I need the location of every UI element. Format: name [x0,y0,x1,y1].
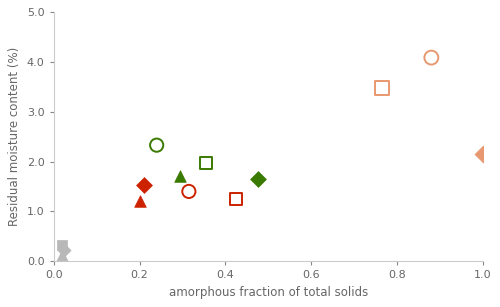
Point [428,55,436,60]
Point [232,196,240,201]
X-axis label: amorphous fraction of total solids: amorphous fraction of total solids [168,286,368,299]
Point [140,182,148,187]
Point [176,173,184,178]
Y-axis label: Residual moisture content (%): Residual moisture content (%) [8,47,22,226]
Point [58,243,66,248]
Point [136,199,143,204]
Point [58,253,66,258]
Point [152,143,160,148]
Point [254,177,262,181]
Point [479,152,487,157]
Point [378,85,386,90]
Point [185,189,193,194]
Point [60,248,68,253]
Point [202,161,210,165]
